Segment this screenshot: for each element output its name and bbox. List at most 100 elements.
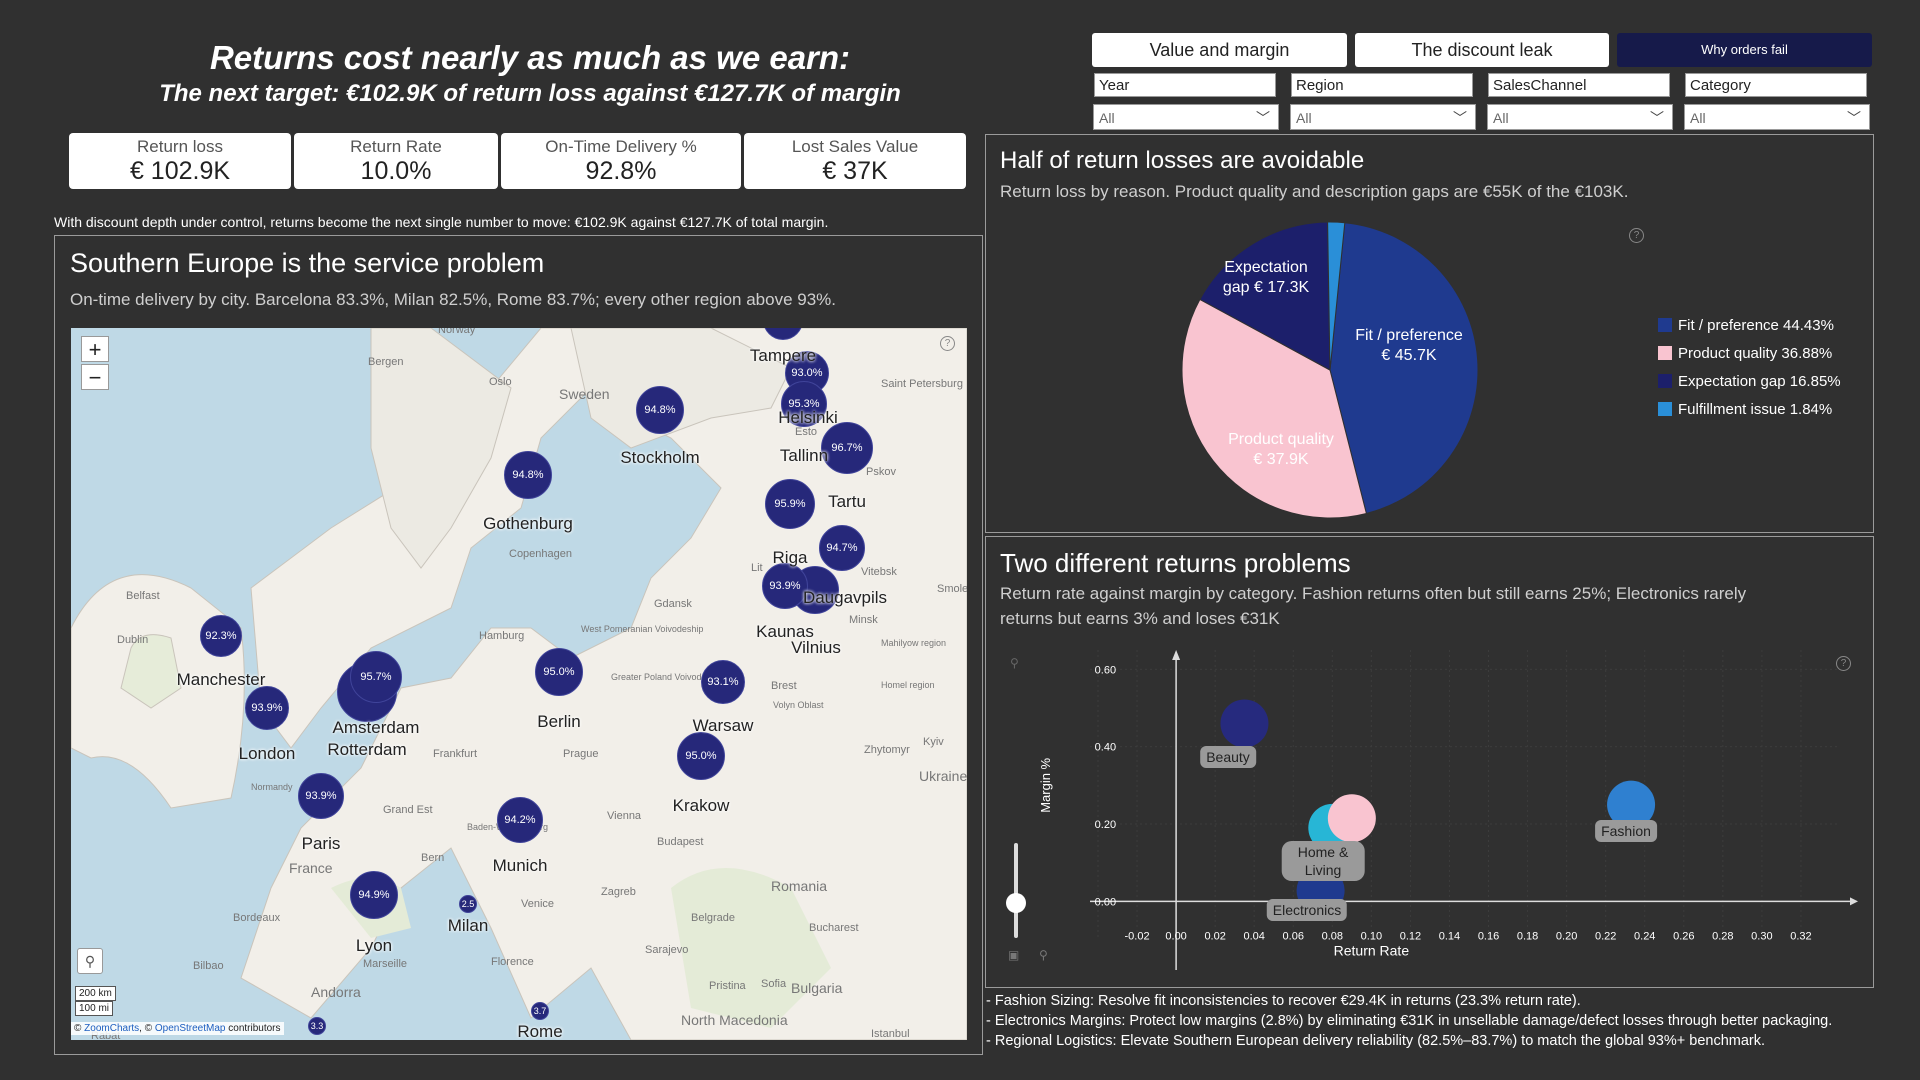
map-scale-km: 200 km — [75, 986, 116, 1001]
bubble-beauty[interactable] — [1220, 699, 1269, 748]
map-bubble-lyon[interactable]: 94.9% — [350, 871, 398, 919]
x-tick-label: 0.06 — [1283, 930, 1304, 942]
recommendation-regional: - Regional Logistics: Elevate Southern E… — [986, 1033, 1766, 1049]
legend-swatch — [1658, 402, 1672, 416]
filter-dropdown-category[interactable]: All ﹀ — [1684, 104, 1870, 130]
city-label-london: London — [238, 744, 296, 763]
map-bubble-warsaw[interactable]: 93.1% — [701, 660, 745, 704]
filter-dropdown-saleschannel[interactable]: All ﹀ — [1487, 104, 1673, 130]
dropdown-value: All — [1296, 110, 1312, 126]
map-help-icon[interactable]: ? — [940, 336, 955, 351]
city-label-riga: Riga — [772, 548, 808, 567]
tab-value-and-margin[interactable]: Value and margin — [1092, 33, 1347, 67]
pie-slice-expectation[interactable] — [1199, 221, 1331, 371]
city-label-tallinn: Tallinn — [779, 446, 829, 465]
legend-item[interactable]: Fit / preference 44.43% — [1658, 317, 1834, 334]
legend-swatch — [1658, 318, 1672, 332]
scatter-zoom-slider-track[interactable] — [1014, 843, 1018, 938]
city-label-berlin: Berlin — [537, 712, 581, 731]
zoom-in-button[interactable]: + — [81, 336, 109, 362]
city-delivery-map[interactable]: + − ? ⚲ Norway Bergen Oslo Sweden Saint … — [71, 328, 967, 1040]
zoom-search-icon[interactable]: ⚲ — [1010, 656, 1019, 670]
y-axis-label: Margin % — [1038, 757, 1053, 812]
map-bubble-rome[interactable]: 3.7 — [531, 1002, 549, 1020]
filter-dropdown-region[interactable]: All ﹀ — [1290, 104, 1476, 130]
map-background — [71, 328, 967, 1040]
scatter-subtitle-line-2: returns but earns 3% and loses €31K — [1000, 609, 1280, 628]
map-label: Smole — [937, 583, 967, 595]
map-label: Budapest — [657, 836, 704, 848]
map-bubble-riga[interactable]: 94.7% — [819, 525, 865, 571]
kpi-label: Lost Sales Value — [791, 137, 919, 156]
x-axis-arrow — [1850, 897, 1858, 906]
map-bubble-milan[interactable]: 2.5 — [459, 895, 477, 913]
return-rate-margin-scatter[interactable]: -0.02 0.00 0.02 0.04 0.06 0.08 0.10 0.12 0.14 0.1… — [1000, 640, 1870, 980]
dropdown-value: All — [1493, 110, 1509, 126]
zoomcharts-link[interactable]: ZoomCharts — [84, 1023, 140, 1034]
map-label: Bucharest — [809, 922, 859, 934]
map-bubble-kaunas[interactable]: 93.9% — [762, 563, 808, 609]
scatter-help-icon[interactable]: ? — [1836, 656, 1851, 671]
city-label-manchester: Manchester — [176, 670, 266, 689]
map-label: North Macedonia — [681, 1012, 788, 1028]
map-attribution: © ZoomCharts, © OpenStreetMap contributo… — [71, 1022, 284, 1035]
bubble-fashion[interactable] — [1607, 780, 1656, 829]
chevron-down-icon: ﹀ — [1453, 110, 1467, 126]
map-bubble-helsinki[interactable]: 95.3% — [781, 381, 827, 427]
pie-slice-fulfillment[interactable] — [1327, 221, 1346, 371]
pie-slice-fit[interactable] — [1329, 222, 1479, 515]
map-bubble-tartu[interactable]: 95.9% — [765, 479, 815, 529]
legend-item[interactable]: Fulfillment issue 1.84% — [1658, 401, 1832, 418]
zoom-out-button[interactable]: − — [81, 364, 109, 390]
recommendation-electronics: - Electronics Margins: Protect low margi… — [986, 1013, 1833, 1029]
bubble-label-fashion: Fashion — [1595, 820, 1657, 842]
filter-label-region: Region — [1291, 73, 1473, 97]
city-label-paris: Paris — [301, 834, 341, 853]
x-tick-label: 0.04 — [1243, 930, 1264, 942]
openstreetmap-link[interactable]: OpenStreetMap — [154, 1023, 226, 1034]
city-label-rotterdam: Rotterdam — [327, 740, 407, 759]
map-label: Marseille — [363, 958, 408, 970]
y-axis-arrow — [1172, 650, 1181, 660]
return-loss-pie-chart[interactable] — [1175, 215, 1485, 525]
city-label-amsterdam: Amsterdam — [332, 718, 420, 737]
map-bubble-amsterdam[interactable]: 95.7% — [350, 651, 402, 703]
x-tick-label: 0.18 — [1517, 930, 1538, 942]
x-tick-label: 0.26 — [1673, 930, 1694, 942]
city-label-tampere: Tampere — [749, 346, 817, 365]
pie-label-line: Expectation — [1224, 259, 1308, 276]
map-label: Zagreb — [601, 886, 636, 898]
tab-why-orders-fail[interactable]: Why orders fail — [1617, 33, 1872, 67]
map-label: Minsk — [849, 614, 878, 626]
legend-item[interactable]: Expectation gap 16.85% — [1658, 373, 1841, 390]
map-bubble-munich[interactable]: 94.2% — [497, 797, 543, 843]
map-bubble-barcelona[interactable]: 3.3 — [308, 1017, 326, 1035]
bubble-home-living-2[interactable] — [1327, 794, 1376, 843]
tab-discount-leak[interactable]: The discount leak — [1355, 33, 1609, 67]
map-bubble-tallinn[interactable]: 96.7% — [821, 422, 873, 474]
legend-item[interactable]: Product quality 36.88% — [1658, 345, 1832, 362]
map-bubble-manchester[interactable]: 92.3% — [200, 615, 242, 657]
map-label: Kyiv — [923, 736, 944, 748]
map-label: Gdansk — [654, 598, 692, 610]
pie-panel-subtitle: Return loss by reason. Product quality a… — [1000, 182, 1629, 201]
scatter-zoom-slider-handle[interactable] — [1006, 893, 1026, 913]
filter-dropdown-year[interactable]: All ﹀ — [1093, 104, 1279, 130]
x-tick-label: 0.30 — [1751, 930, 1772, 942]
scatter-lasso-icon[interactable]: ⚲ — [1039, 948, 1048, 962]
bubble-label-line: Living — [1304, 862, 1342, 878]
map-label: Lit — [751, 562, 763, 574]
lasso-select-icon[interactable]: ⚲ — [77, 948, 103, 974]
map-bubble-london[interactable]: 93.9% — [245, 686, 289, 730]
map-bubble-stockholm[interactable]: 94.8% — [636, 386, 684, 434]
kpi-label: On-Time Delivery % — [545, 137, 697, 156]
map-bubble-berlin[interactable]: 95.0% — [535, 648, 583, 696]
pie-slice-quality[interactable] — [1181, 298, 1367, 519]
map-bubble-gothenburg[interactable]: 94.8% — [504, 451, 552, 499]
map-label: Pristina — [709, 980, 746, 992]
map-bubble-paris[interactable]: 93.9% — [298, 773, 344, 819]
map-bubble-krakow[interactable]: 95.0% — [677, 732, 725, 780]
map-label: Mahilyow region — [881, 638, 947, 648]
scatter-toolbar-icon[interactable]: ▣ — [1008, 948, 1020, 962]
pie-help-icon[interactable]: ? — [1629, 228, 1644, 243]
